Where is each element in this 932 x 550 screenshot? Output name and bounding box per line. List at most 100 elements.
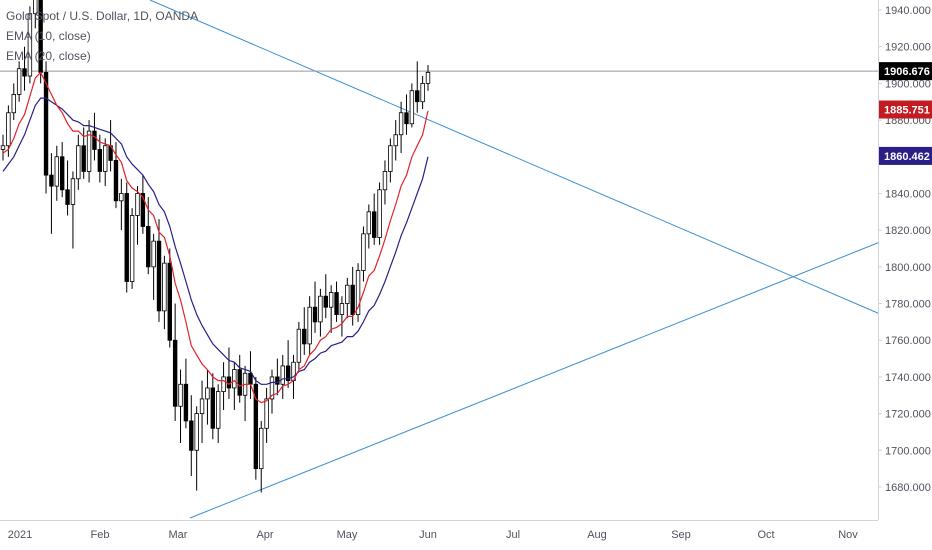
candle-body [81, 145, 86, 172]
candle [140, 175, 146, 234]
candle-body [221, 376, 226, 392]
candle-body [318, 295, 323, 323]
price-label-text: 1906.676 [884, 66, 930, 78]
time-tick-label: Oct [757, 529, 774, 541]
candle-body [6, 112, 11, 147]
candle-body [172, 339, 178, 407]
candle-body [140, 193, 146, 227]
candle-body [345, 284, 350, 304]
candle-body [124, 193, 129, 282]
candle [178, 369, 183, 443]
candle-body [49, 174, 54, 187]
time-axis: 2021 Feb Mar Apr May Jun Jul Aug Sep Oct Nov [8, 529, 859, 541]
price-label-bg [879, 100, 932, 119]
candle [312, 281, 318, 333]
candle [22, 46, 27, 91]
candle-body [312, 306, 318, 323]
candle [361, 226, 366, 282]
price-tick-label: 1740.000 [885, 372, 931, 384]
candle-body [119, 193, 124, 202]
candle-body [259, 427, 264, 470]
candle-body [70, 178, 76, 205]
candle-body [103, 145, 108, 172]
price-label-bg [879, 62, 932, 81]
candle [124, 182, 129, 293]
price-tick-label: 1900.000 [885, 78, 931, 90]
candle [49, 153, 54, 234]
candle-body [328, 292, 334, 308]
ema-slow-legend[interactable]: EMA (20, close) [6, 49, 91, 63]
candle [135, 186, 140, 245]
candle [280, 354, 285, 399]
time-tick-label: Jul [506, 529, 520, 541]
time-tick-label: 2021 [8, 529, 32, 541]
candle-body [205, 387, 210, 400]
candle [86, 120, 92, 183]
price-tick-label: 1840.000 [885, 188, 931, 200]
candle [70, 171, 76, 249]
price-label-text: 1885.751 [884, 105, 930, 117]
price-tick-label: 1940.000 [885, 5, 931, 17]
candle-body [113, 160, 119, 202]
candle-body [194, 413, 199, 451]
candle-body [129, 215, 135, 282]
candle-body [16, 68, 22, 95]
candle [269, 369, 275, 414]
candle-body [382, 171, 388, 191]
candle [172, 303, 178, 421]
time-tick-label: Jun [419, 529, 437, 541]
candle [232, 362, 237, 410]
time-tick-label: Feb [91, 529, 110, 541]
time-tick-label: Aug [587, 529, 607, 541]
candle-body [253, 383, 259, 470]
candle [11, 83, 16, 121]
price-tick-label: 1820.000 [885, 225, 931, 237]
price-tick-label: 1920.000 [885, 42, 931, 54]
candle [33, 0, 38, 29]
candle [323, 274, 328, 319]
candle-body [269, 376, 275, 400]
candle-body [59, 156, 65, 191]
candle-body [22, 68, 27, 77]
candle-body [248, 372, 253, 385]
ema-fast-legend[interactable]: EMA (10, close) [6, 29, 91, 43]
candle-body [189, 420, 194, 451]
price-labels: 1906.676 1885.751 1860.462 [879, 62, 932, 165]
candle [119, 178, 124, 231]
candle-body [398, 112, 404, 136]
candle-body [210, 387, 216, 429]
candle-body [415, 90, 420, 103]
candle [65, 160, 70, 216]
candle-body [307, 306, 312, 345]
candle-body [425, 71, 431, 84]
candle-body [339, 303, 345, 315]
ascending-trendline [189, 241, 881, 519]
candle [215, 384, 221, 443]
price-tick-label: 1780.000 [885, 299, 931, 311]
candle-body [43, 71, 49, 176]
candle [420, 76, 425, 110]
candle [151, 233, 156, 300]
candle [0, 134, 6, 161]
symbol-title[interactable]: Gold Spot / U.S. Dollar, 1D, OANDA [6, 9, 199, 23]
candle-body [377, 189, 382, 238]
candle [54, 145, 59, 201]
candle-body [372, 211, 377, 238]
candle-body [162, 262, 167, 312]
candle-body [285, 365, 291, 381]
candle-body [232, 369, 237, 389]
candle-body [355, 270, 361, 315]
candle-body [183, 383, 189, 422]
candle [237, 354, 242, 403]
candle-body [97, 149, 103, 172]
candle [388, 138, 393, 183]
price-tick-label: 1720.000 [885, 409, 931, 421]
candle-body [409, 90, 415, 125]
time-tick-label: May [337, 529, 358, 541]
candle [226, 347, 232, 399]
candle [339, 296, 345, 337]
candle-body [215, 391, 221, 429]
candle [167, 248, 172, 348]
candle [377, 182, 382, 245]
